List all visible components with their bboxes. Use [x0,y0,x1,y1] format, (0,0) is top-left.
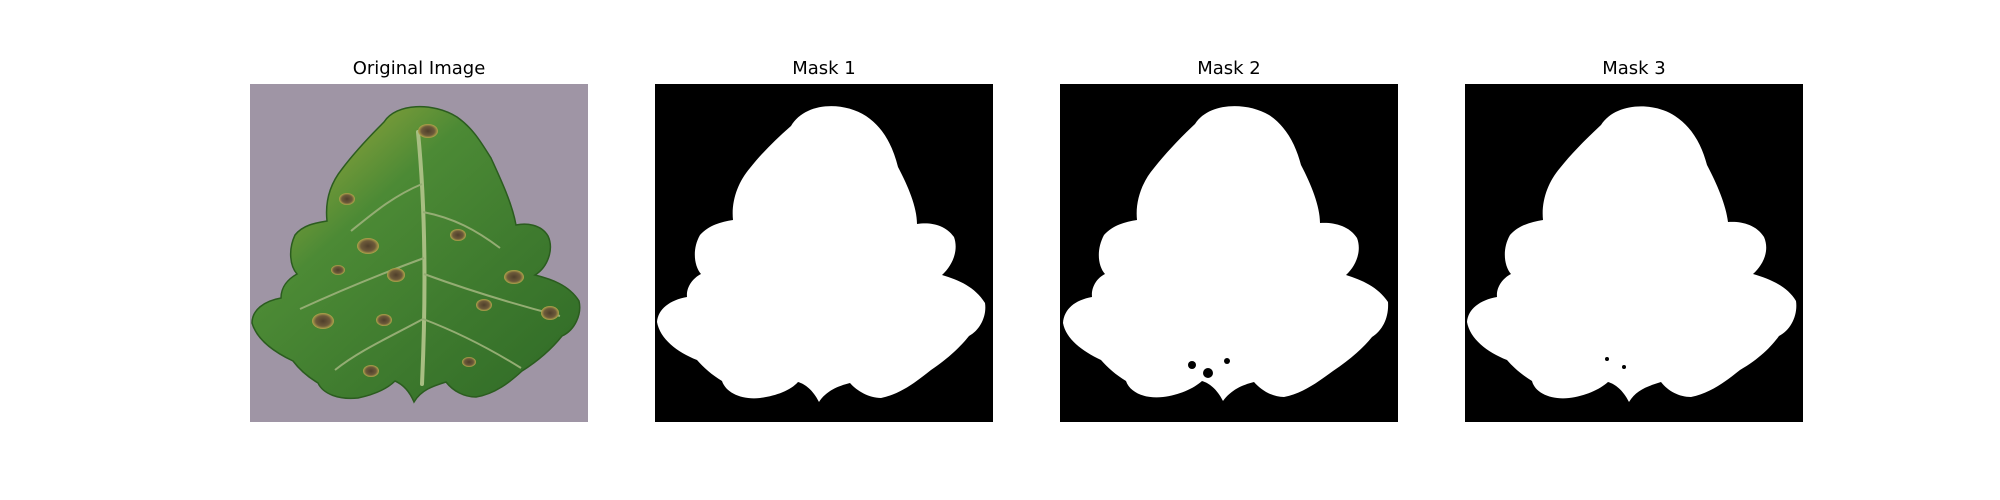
leaf-lesion [450,229,466,241]
mask-speckle [1331,261,1335,265]
leaf-midrib [416,130,427,386]
panel-title-original: Original Image [352,58,486,79]
mask-2-image [1060,84,1398,422]
panel-title-mask-3: Mask 3 [1602,58,1666,79]
leaf-lesion [363,365,379,377]
leaf-lesion [376,314,392,326]
leaf-vein [422,211,501,249]
leaf-vein [299,257,425,310]
panel-title-mask-2: Mask 2 [1197,58,1261,79]
mask-1-image [655,84,993,422]
mask-hole [1188,361,1196,369]
leaf-lesion [418,124,438,138]
leaf-lesion [331,265,345,275]
mask-hole [1224,358,1230,364]
original-leaf-image [250,84,588,422]
mask-speckle [1087,329,1091,333]
leaf-lesion [387,268,405,282]
mask-speckle [1216,344,1220,348]
leaf-lesion [476,299,492,311]
mask-foreground [657,106,986,402]
mask-2-svg [1060,84,1398,422]
mask-foreground [1467,106,1797,402]
leaf-vein [334,318,424,371]
leaf-lesion [357,238,379,254]
mask-hole [1203,368,1213,378]
mask-3-svg [1465,84,1803,422]
mask-speckle [1110,357,1114,361]
mask-foreground [1063,106,1389,401]
leaf-lesion [462,357,476,367]
panel-title-mask-1: Mask 1 [792,58,856,79]
leaf-photo-svg [250,84,588,422]
leaf-lesion [541,306,559,320]
leaf-vein [350,183,423,232]
mask-1-svg [655,84,993,422]
leaf-lesion [339,193,355,205]
leaf-shape [251,106,581,404]
leaf-vein [422,318,522,369]
mask-3-image [1465,84,1803,422]
leaf-lesion [504,270,524,284]
leaf-lesion [312,313,334,329]
mask-hole [1605,357,1609,361]
mask-hole [1622,365,1626,369]
